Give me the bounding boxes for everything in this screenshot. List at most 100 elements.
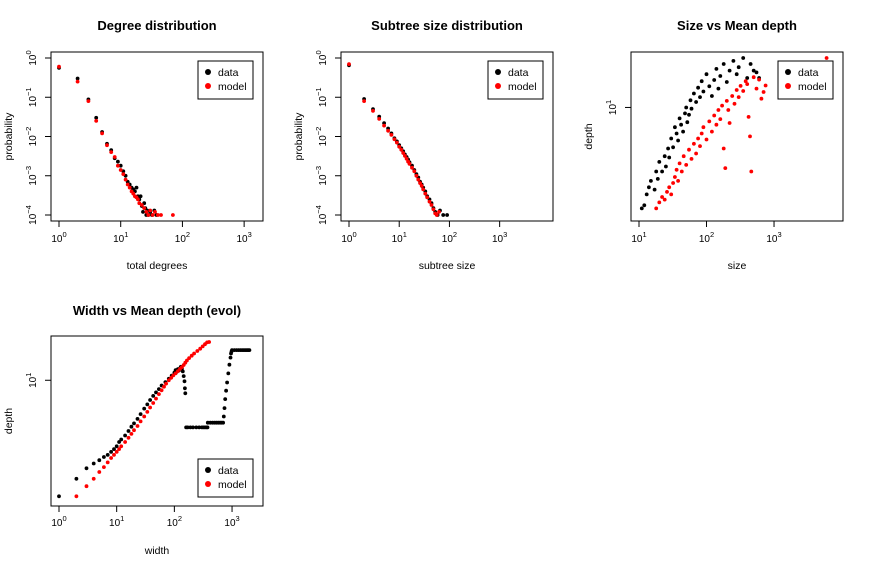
data-point <box>228 355 233 360</box>
data-point <box>701 89 706 94</box>
data-point <box>183 391 188 396</box>
y-tick-label: 10−4 <box>24 205 39 225</box>
data-point <box>684 105 689 110</box>
data-point <box>418 181 422 186</box>
data-point <box>431 207 436 212</box>
legend-marker-model <box>205 83 211 89</box>
data-point <box>437 210 441 214</box>
data-point <box>148 208 153 213</box>
data-point <box>673 175 677 179</box>
data-point <box>674 167 679 172</box>
legend-label-model: model <box>508 81 537 93</box>
data-point <box>123 433 127 438</box>
data-point <box>75 79 80 84</box>
data-point <box>126 429 131 433</box>
data-point <box>389 133 394 137</box>
data-point <box>154 390 158 395</box>
series-model <box>74 340 212 499</box>
data-point <box>694 100 698 104</box>
data-point <box>748 134 752 139</box>
data-point <box>183 386 187 391</box>
data-point <box>191 425 195 430</box>
data-point <box>207 340 212 344</box>
data-point <box>148 405 153 410</box>
chart-panel-4: Width vs Mean depth (evol) 100 101 102 103 10… <box>3 303 264 557</box>
data-point <box>144 210 149 214</box>
data-point <box>721 62 726 66</box>
data-point <box>720 103 724 108</box>
data-point <box>371 109 375 113</box>
data-point <box>754 70 759 75</box>
data-point <box>714 122 719 127</box>
data-point <box>166 378 171 383</box>
data-point <box>227 362 232 367</box>
data-point <box>660 195 664 199</box>
data-point <box>644 192 649 197</box>
x-tick-label: 102 <box>442 230 457 245</box>
data-point <box>132 428 136 433</box>
data-point <box>74 476 79 481</box>
data-point <box>114 444 119 449</box>
data-point <box>84 484 89 489</box>
data-point <box>74 494 79 499</box>
data-point <box>671 181 675 185</box>
data-point <box>407 162 412 166</box>
data-point <box>698 144 702 149</box>
data-point <box>138 412 143 416</box>
data-point <box>123 177 128 182</box>
data-point <box>401 151 406 155</box>
data-point <box>141 210 145 214</box>
x-tick-label: 103 <box>236 230 251 245</box>
data-point <box>749 169 754 174</box>
data-point <box>182 379 187 384</box>
data-point <box>714 67 719 71</box>
data-point <box>187 356 192 360</box>
data-point <box>687 112 691 117</box>
legend-label-model: model <box>218 81 247 93</box>
data-point <box>97 470 102 474</box>
data-point <box>757 77 761 82</box>
data-point <box>761 90 766 94</box>
data-point <box>142 406 147 411</box>
data-point <box>205 425 210 430</box>
x-axis-label: size <box>728 260 747 272</box>
data-point <box>91 461 96 466</box>
data-point <box>347 62 351 66</box>
legend-marker-data <box>495 69 501 75</box>
data-point <box>125 182 130 187</box>
data-point <box>127 185 132 190</box>
data-point <box>724 80 729 84</box>
data-point <box>138 419 143 424</box>
legend-label-data: data <box>218 67 239 79</box>
chart-title: Width vs Mean depth (evol) <box>73 303 241 318</box>
chart-title: Subtree size distribution <box>371 18 523 33</box>
legend: data model <box>487 60 544 100</box>
data-point <box>745 76 750 80</box>
data-point <box>674 131 679 136</box>
legend-marker-model <box>495 83 501 89</box>
y-tick-label: 100 <box>314 50 329 65</box>
data-point <box>117 440 121 444</box>
y-axis-label: probability <box>293 112 305 161</box>
data-point <box>698 95 702 99</box>
data-point <box>112 447 116 451</box>
data-point <box>712 113 717 118</box>
data-point <box>109 450 113 454</box>
data-point <box>699 79 704 84</box>
data-point <box>723 166 728 171</box>
x-tick-label: 103 <box>224 514 239 529</box>
legend-label-model: model <box>798 81 827 93</box>
x-axis-label: width <box>144 545 170 557</box>
x-tick-label: 103 <box>766 230 781 245</box>
y-tick-label: 10−3 <box>24 166 39 186</box>
data-point <box>189 353 194 358</box>
data-point <box>86 99 91 103</box>
data-point <box>441 213 446 217</box>
data-point <box>226 371 231 376</box>
data-point <box>146 213 151 217</box>
data-point <box>655 177 660 181</box>
data-point <box>109 150 114 155</box>
y-tick-label: 100 <box>24 50 39 65</box>
data-point <box>671 145 675 150</box>
data-point <box>642 203 647 208</box>
